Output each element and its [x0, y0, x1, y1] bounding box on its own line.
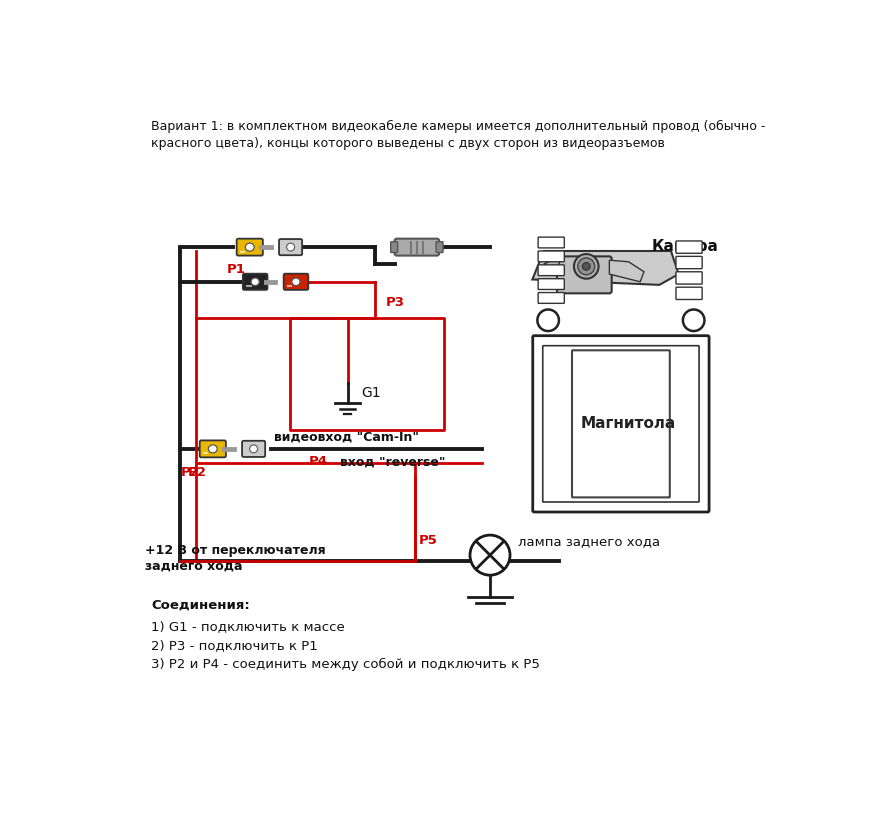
Text: вход "reverse": вход "reverse" [339, 456, 446, 469]
Polygon shape [544, 256, 560, 272]
FancyBboxPatch shape [237, 239, 263, 255]
Text: P2: P2 [188, 466, 207, 479]
FancyBboxPatch shape [242, 441, 265, 457]
Ellipse shape [251, 278, 259, 286]
Text: P2: P2 [180, 466, 200, 479]
FancyBboxPatch shape [538, 265, 564, 276]
Text: P5: P5 [419, 534, 438, 547]
Ellipse shape [209, 445, 217, 453]
Polygon shape [609, 260, 644, 282]
Circle shape [574, 254, 598, 278]
Text: P4: P4 [309, 456, 328, 469]
FancyBboxPatch shape [676, 272, 702, 284]
Text: видеовход "Cam-In": видеовход "Cam-In" [274, 430, 419, 443]
FancyBboxPatch shape [279, 239, 302, 255]
FancyBboxPatch shape [543, 346, 699, 502]
FancyBboxPatch shape [557, 256, 612, 293]
FancyBboxPatch shape [391, 241, 398, 253]
FancyBboxPatch shape [284, 273, 309, 290]
Text: 2) P3 - подключить к P1: 2) P3 - подключить к P1 [151, 639, 318, 652]
Text: Камера: Камера [652, 239, 719, 254]
Circle shape [578, 258, 595, 275]
Ellipse shape [249, 445, 257, 453]
FancyBboxPatch shape [538, 292, 564, 303]
Text: Вариант 1: в комплектном видеокабеле камеры имеется дополнительный провод (обычн: Вариант 1: в комплектном видеокабеле кам… [151, 120, 766, 150]
FancyBboxPatch shape [243, 273, 268, 290]
FancyBboxPatch shape [676, 256, 702, 268]
Text: P1: P1 [226, 263, 246, 276]
Circle shape [683, 310, 705, 331]
FancyBboxPatch shape [676, 287, 702, 300]
Ellipse shape [246, 243, 255, 251]
Text: лампа заднего хода: лампа заднего хода [518, 534, 659, 548]
Text: заднего хода: заднего хода [145, 560, 242, 573]
Text: Соединения:: Соединения: [151, 599, 250, 612]
FancyBboxPatch shape [538, 278, 564, 290]
Circle shape [537, 310, 559, 331]
FancyBboxPatch shape [676, 241, 702, 254]
Text: P3: P3 [386, 296, 405, 309]
Text: G1: G1 [362, 387, 381, 401]
FancyBboxPatch shape [538, 251, 564, 262]
FancyBboxPatch shape [436, 241, 443, 253]
Ellipse shape [292, 278, 300, 286]
FancyBboxPatch shape [200, 440, 226, 457]
Text: 3) P2 и P4 - соединить между собой и подключить к P5: 3) P2 и P4 - соединить между собой и под… [151, 658, 540, 671]
Polygon shape [532, 251, 679, 285]
FancyBboxPatch shape [572, 351, 670, 498]
FancyBboxPatch shape [538, 237, 564, 248]
Text: +12 В от переключателя: +12 В от переключателя [145, 544, 325, 557]
FancyBboxPatch shape [533, 336, 709, 512]
Circle shape [583, 263, 591, 270]
Ellipse shape [286, 243, 294, 251]
Circle shape [470, 535, 510, 576]
Text: Магнитола: Магнитола [581, 416, 676, 431]
Text: 1) G1 - подключить к массе: 1) G1 - подключить к массе [151, 621, 345, 634]
FancyBboxPatch shape [394, 239, 439, 255]
